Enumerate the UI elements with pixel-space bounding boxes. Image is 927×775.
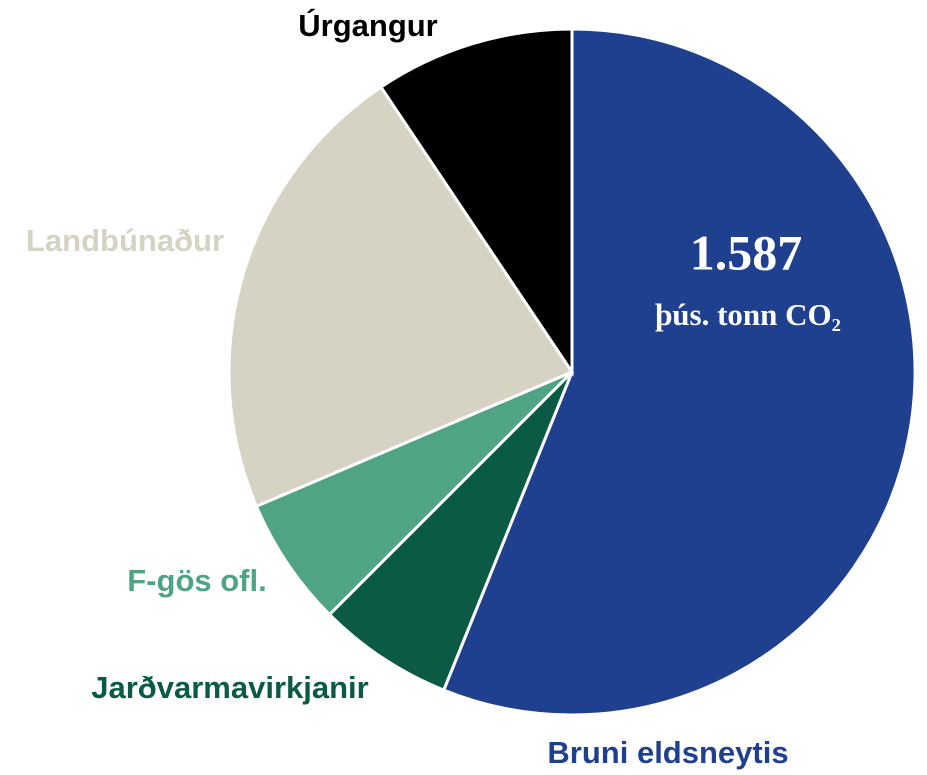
pie — [227, 27, 917, 717]
center-unit: þús. tonn CO₂ — [655, 297, 841, 332]
slice-label: Landbúnaður — [26, 223, 224, 258]
slice — [441, 27, 917, 717]
center-value: 1.587 — [690, 224, 803, 280]
slice — [227, 85, 575, 509]
slice — [378, 27, 574, 377]
slice — [327, 370, 574, 693]
slice-label: F-gös ofl. — [127, 563, 266, 598]
slice-label: Bruni eldsneytis — [547, 735, 788, 770]
slice-label: Jarðvarmavirkjanir — [91, 670, 368, 705]
slice-label: Úrgangur — [298, 7, 438, 43]
slice — [254, 370, 574, 617]
